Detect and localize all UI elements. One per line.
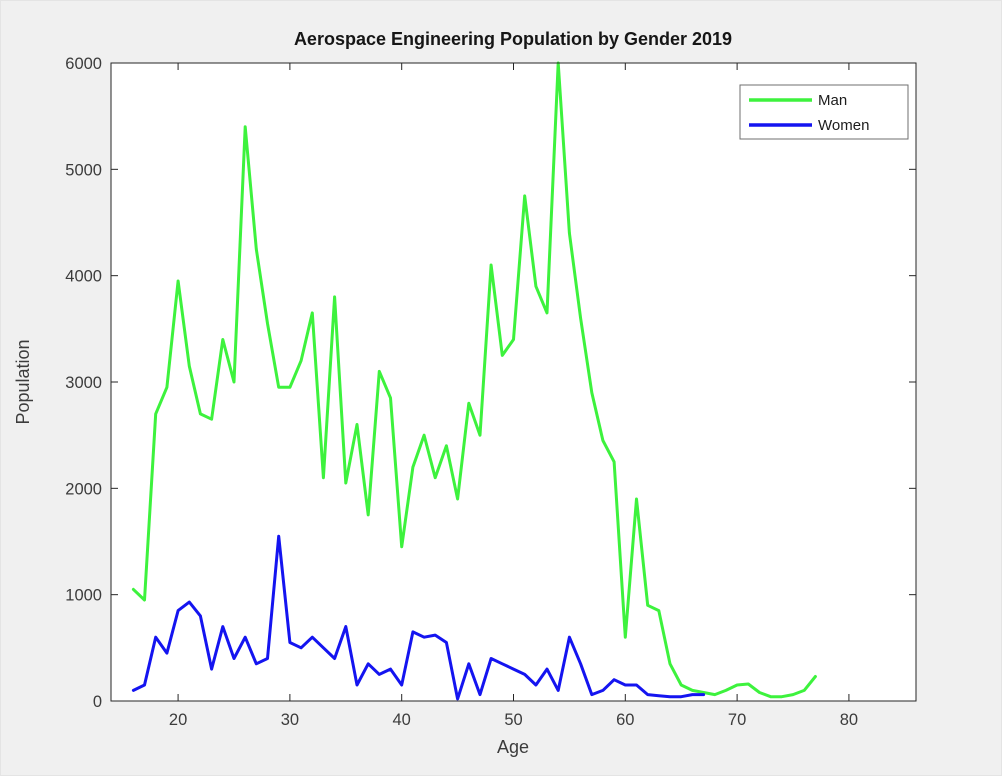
svg-text:50: 50 bbox=[504, 711, 522, 729]
legend-label-man: Man bbox=[818, 92, 847, 109]
svg-text:60: 60 bbox=[616, 711, 634, 729]
series-layer bbox=[131, 61, 817, 701]
svg-text:4000: 4000 bbox=[65, 268, 102, 286]
svg-text:80: 80 bbox=[840, 711, 858, 729]
svg-text:40: 40 bbox=[393, 711, 411, 729]
y-tick-labels: 0 1000 2000 3000 4000 5000 6000 bbox=[65, 55, 102, 711]
x-axis-label: Age bbox=[497, 737, 529, 757]
legend-box bbox=[739, 84, 909, 140]
series-line-man bbox=[131, 61, 817, 699]
svg-text:20: 20 bbox=[169, 711, 187, 729]
chart-render-layer: 20 30 40 50 60 70 80 0 1000 2000 3000 4000 5000 6000 M… bbox=[65, 55, 917, 729]
svg-text:6000: 6000 bbox=[65, 55, 102, 73]
y-axis-label: Population bbox=[13, 339, 33, 424]
svg-text:2000: 2000 bbox=[65, 480, 102, 498]
svg-text:30: 30 bbox=[281, 711, 299, 729]
plot-area bbox=[111, 63, 916, 701]
svg-text:5000: 5000 bbox=[65, 161, 102, 179]
svg-text:70: 70 bbox=[728, 711, 746, 729]
legend-label-women: Women bbox=[818, 117, 869, 134]
tick-marks bbox=[111, 62, 916, 702]
legend: Man Women bbox=[739, 84, 909, 140]
svg-text:0: 0 bbox=[93, 693, 102, 711]
svg-text:1000: 1000 bbox=[65, 587, 102, 605]
series-line-women bbox=[131, 534, 706, 701]
x-tick-labels: 20 30 40 50 60 70 80 bbox=[169, 711, 858, 729]
svg-text:3000: 3000 bbox=[65, 374, 102, 392]
chart-title: Aerospace Engineering Population by Gend… bbox=[294, 29, 732, 49]
